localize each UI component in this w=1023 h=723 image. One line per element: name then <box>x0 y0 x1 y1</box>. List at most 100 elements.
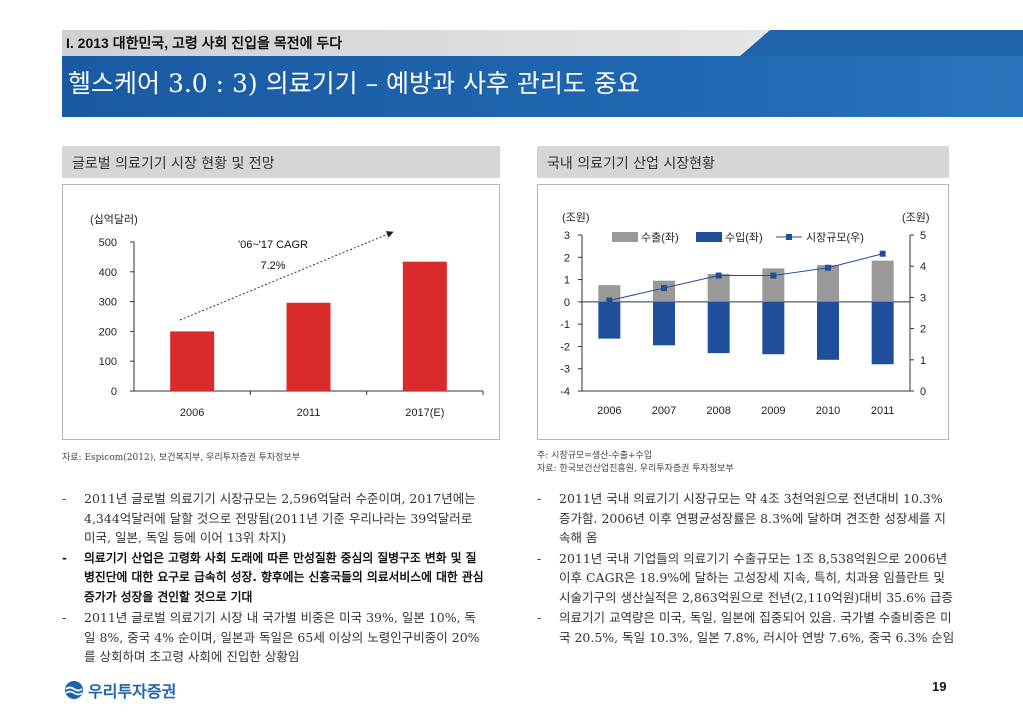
title-band <box>62 56 1023 117</box>
y-right-tick-label: 5 <box>920 230 926 242</box>
x-tick-label: 2007 <box>652 405 676 417</box>
global-market-chart: (십억달러) 0 100 200 300 400 500 2006 2011 2017(E) '06… <box>62 184 500 440</box>
y-left-tick-label: 3 <box>564 230 570 242</box>
export-bar-2008 <box>707 274 730 302</box>
right-bullet-1: - 2011년 국내 의료기기 시장규모는 약 4조 3천억원으로 전년대비 10… <box>537 489 957 548</box>
import-bar-2007 <box>653 301 675 346</box>
legend-swatch-import <box>696 232 722 242</box>
x-tick-label: 2006 <box>180 407 204 419</box>
bar-2011 <box>286 302 331 391</box>
right-bullet-3: - 의료기기 교역량은 미국, 독일, 일본에 집중되어 있음. 국가별 수출비중… <box>537 608 957 647</box>
y-left-tick-label: -4 <box>560 386 570 398</box>
y-left-tick-label: 1 <box>564 275 570 287</box>
page-title: 헬스케어 3.0 : 3) 의료기기 – 예방과 사후 관리도 중요 <box>68 69 640 98</box>
bar-2017(E) <box>402 261 447 391</box>
market-size-line <box>609 253 883 302</box>
left-panel-heading: 글로벌 의료기기 시장 현황 및 전망 <box>62 146 500 178</box>
x-tick-label: 2010 <box>816 405 840 417</box>
import-bar-2006 <box>598 301 621 339</box>
cagr-value: 7.2% <box>260 260 285 272</box>
market-size-point-2007 <box>661 285 667 292</box>
bullet-text: 2011년 글로벌 의료기기 시장 내 국가별 비중은 미국 39%, 일본 1… <box>84 610 480 664</box>
bullet-text: 2011년 국내 의료기기 시장규모는 약 4조 3천억원으로 전년대비 10.… <box>559 491 946 545</box>
y-right-tick-label: 3 <box>920 292 926 304</box>
y-left-tick-label: 0 <box>564 297 570 309</box>
right-bullet-list: - 2011년 국내 의료기기 시장규모는 약 4조 3천억원으로 전년대비 10… <box>537 489 957 648</box>
y-tick-label: 500 <box>99 237 117 249</box>
bullet-dash: - <box>62 491 67 506</box>
right-bullet-2: - 2011년 국내 기업들의 의료기기 수출규모는 1조 8,538억원으로 2… <box>537 549 957 608</box>
export-bar-2011 <box>871 260 894 302</box>
y-right-tick-label: 2 <box>920 324 926 336</box>
market-size-point-2011 <box>879 250 886 257</box>
logo-text: 우리투자증권 <box>88 684 177 701</box>
bullet-text: 2011년 글로벌 의료기기 시장규모는 2,596억달러 수준이며, 2017… <box>84 491 476 545</box>
legend-label-import: 수입(좌) <box>725 231 763 244</box>
x-tick-label: 2008 <box>706 405 730 417</box>
y-tick-label: 300 <box>99 297 117 309</box>
x-tick-label: 2006 <box>597 405 621 417</box>
market-size-point-2010 <box>825 264 831 271</box>
market-size-point-2009 <box>770 272 777 279</box>
export-bar-2006 <box>598 285 621 302</box>
domestic-market-chart: (조원) (조원) 3 2 1 0 -1 -2 -3 -4 5 4 3 2 1 0 2006 2007 2008 20… <box>537 184 949 440</box>
page-number: 19 <box>932 679 947 694</box>
legend-swatch-export <box>612 232 638 242</box>
export-bar-2009 <box>762 268 785 302</box>
right-panel-heading: 국내 의료기기 산업 시장현황 <box>537 146 949 178</box>
import-bar-2008 <box>707 301 730 354</box>
woori-wave-icon <box>65 681 83 699</box>
import-bar-2011 <box>871 301 894 365</box>
bullet-text: 의료기기 교역량은 미국, 독일, 일본에 집중되어 있음. 국가별 수출비중은… <box>559 610 955 645</box>
y-axis-label: (십억달러) <box>90 213 138 226</box>
x-tick-label: 2017(E) <box>405 407 444 419</box>
y-tick-label: 100 <box>99 356 117 368</box>
y-left-tick-label: -2 <box>560 341 570 353</box>
section-bar-accent <box>770 30 1023 56</box>
legend-marker-market <box>786 234 792 240</box>
legend-label-market: 시장규모(우) <box>806 231 864 244</box>
y-right-axis-label: (조원) <box>902 211 930 224</box>
y-right-tick-label: 4 <box>920 261 926 273</box>
y-left-tick-label: -1 <box>560 319 570 331</box>
y-right-tick-label: 1 <box>920 355 926 367</box>
y-tick-label: 0 <box>111 386 117 398</box>
x-tick-label: 2011 <box>297 407 321 419</box>
bar-2006 <box>170 331 215 391</box>
market-size-point-2008 <box>715 272 722 279</box>
export-bar-2010 <box>817 265 839 302</box>
legend-label-export: 수출(좌) <box>641 231 679 244</box>
y-left-tick-label: 2 <box>564 252 570 264</box>
bullet-dash: - <box>62 610 67 625</box>
y-left-axis-label: (조원) <box>562 211 590 224</box>
domestic-market-chart-svg: (조원) (조원) 3 2 1 0 -1 -2 -3 -4 5 4 3 2 1 0 2006 2007 2008 20… <box>560 211 930 417</box>
bullet-dash: - <box>62 550 67 565</box>
chart-legend: 수출(좌) 수입(좌) 시장규모(우) <box>612 231 864 244</box>
left-bullet-3: - 2011년 글로벌 의료기기 시장 내 국가별 비중은 미국 39%, 일본 … <box>62 608 487 667</box>
y-tick-label: 400 <box>99 267 117 279</box>
bullet-text: 의료기기 산업은 고령화 사회 도래에 따른 만성질환 중심의 질병구조 변화 … <box>84 550 484 604</box>
left-bullet-1: - 2011년 글로벌 의료기기 시장규모는 2,596억달러 수준이며, 201… <box>62 489 487 548</box>
left-source: 자료: Espicom(2012), 보건복지부, 우리투자증권 투자정보부 <box>62 453 300 463</box>
company-logo: 우리투자증권 <box>64 678 176 702</box>
left-bullet-2: - 의료기기 산업은 고령화 사회 도래에 따른 만성질환 중심의 질병구조 변화… <box>62 549 487 608</box>
section-bar-notch <box>740 30 770 56</box>
import-bar-2009 <box>762 301 785 355</box>
cagr-arrow <box>179 231 394 321</box>
x-tick-label: 2011 <box>871 405 895 417</box>
y-tick-label: 200 <box>99 326 117 338</box>
bullet-text: 2011년 국내 기업들의 의료기기 수출규모는 1조 8,538억원으로 20… <box>559 550 953 605</box>
x-tick-label: 2009 <box>761 405 785 417</box>
bullet-dash: - <box>537 491 542 506</box>
bullet-dash: - <box>537 610 542 625</box>
bullet-dash: - <box>537 550 542 566</box>
left-bullet-list: - 2011년 글로벌 의료기기 시장규모는 2,596억달러 수준이며, 201… <box>62 489 487 668</box>
import-bar-2010 <box>817 301 839 360</box>
market-size-point-2006 <box>606 297 613 304</box>
right-source: 자료: 한국보건산업진흥원, 우리투자증권 투자정보부 <box>537 464 734 474</box>
section-label: I. 2013 대한민국, 고령 사회 진입을 목전에 두다 <box>66 35 343 51</box>
global-market-chart-svg: (십억달러) 0 100 200 300 400 500 2006 2011 2017(E) '06… <box>90 213 484 419</box>
y-left-tick-label: -3 <box>560 364 570 376</box>
export-bar-2007 <box>653 280 675 302</box>
y-right-tick-label: 0 <box>920 386 926 398</box>
